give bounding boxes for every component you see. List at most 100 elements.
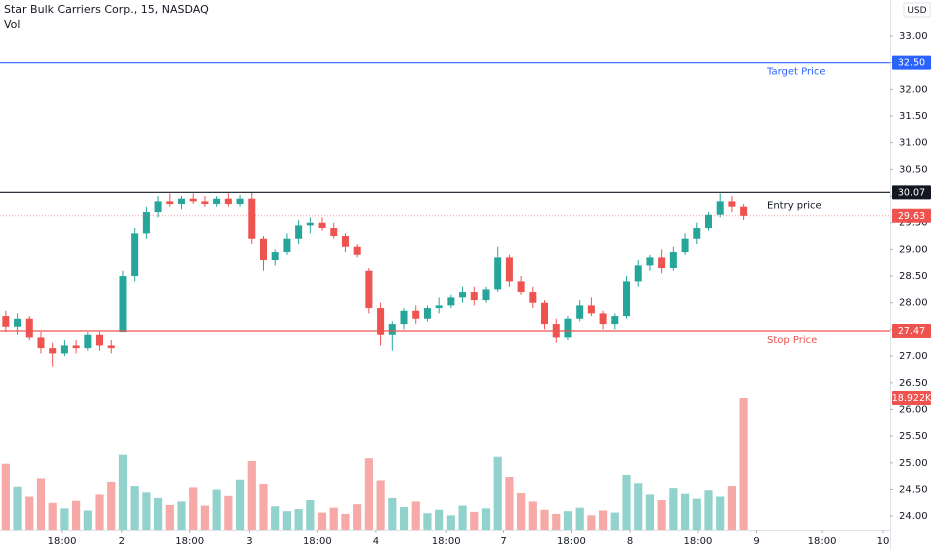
candle-body xyxy=(96,334,104,346)
candle-body xyxy=(400,310,408,325)
volume-bar xyxy=(680,493,690,530)
volume-bar xyxy=(165,504,174,530)
candle-body xyxy=(482,289,490,301)
volume-bar xyxy=(598,510,608,530)
candle-body xyxy=(353,246,361,255)
candle-body xyxy=(236,198,244,205)
volume-bar xyxy=(271,506,280,530)
volume-bar xyxy=(657,500,666,530)
volume-bar xyxy=(189,487,198,530)
candle-body xyxy=(728,201,736,207)
candle-body xyxy=(25,318,33,338)
volume-bar xyxy=(95,494,104,530)
candle-body xyxy=(283,238,291,253)
volume-bar xyxy=(505,476,514,530)
volume-bar xyxy=(528,501,537,530)
volume-bar xyxy=(36,478,46,530)
candle-body xyxy=(259,238,267,261)
volume-title: Vol xyxy=(4,18,20,31)
y-tick-label: 26.00 xyxy=(899,404,928,415)
candle-body xyxy=(49,348,57,354)
candle-body xyxy=(107,345,115,349)
volume-bar xyxy=(130,486,139,530)
volume-bar xyxy=(306,500,315,530)
volume-bar xyxy=(423,513,432,530)
candle-body xyxy=(119,276,127,333)
volume-bar xyxy=(716,496,725,530)
candle-body xyxy=(60,345,68,354)
volume-bar xyxy=(470,511,479,530)
candle-body xyxy=(154,201,162,213)
volume-bar xyxy=(610,512,619,530)
candle-body xyxy=(365,270,373,309)
volume-bar xyxy=(142,492,151,530)
candle-body xyxy=(318,222,326,229)
candle-body xyxy=(295,225,303,239)
candle-body xyxy=(704,214,712,229)
candle-body xyxy=(423,308,431,319)
candle-body xyxy=(693,228,701,239)
volume-bar xyxy=(399,506,409,530)
x-tick-label: 18:00 xyxy=(557,536,586,547)
volume-bar xyxy=(552,513,561,530)
candle-body xyxy=(37,337,45,349)
candle-body xyxy=(306,222,314,226)
candle-body xyxy=(681,238,689,253)
level-name: Entry price xyxy=(767,200,822,211)
level-badge xyxy=(892,324,931,339)
candle-body xyxy=(564,318,572,338)
y-tick-label: 26.50 xyxy=(899,378,928,389)
x-tick-label: 18:00 xyxy=(432,536,461,547)
volume-bar xyxy=(727,486,737,530)
x-tick-label: 7 xyxy=(500,536,506,547)
x-tick-label: 18:00 xyxy=(175,536,204,547)
candle-body xyxy=(447,297,455,306)
y-tick-label: 29.00 xyxy=(899,244,928,255)
level-name: Stop Price xyxy=(767,335,817,346)
volume-bar xyxy=(247,460,256,530)
y-tick-label: 33.00 xyxy=(899,31,928,42)
volume-bar xyxy=(376,480,385,530)
volume-bar xyxy=(329,507,338,530)
volume-bar xyxy=(540,509,549,530)
y-tick-label: 30.50 xyxy=(899,164,928,175)
volume-bar xyxy=(446,515,455,530)
volume-bar xyxy=(435,509,444,530)
candle-body xyxy=(224,198,232,205)
volume-bar xyxy=(212,489,221,530)
currency: USD xyxy=(907,6,926,16)
volume-bar xyxy=(587,515,596,530)
chart-title: Star Bulk Carriers Corp., 15, NASDAQ xyxy=(4,3,209,16)
y-tick-label: 28.50 xyxy=(899,271,928,282)
volume-bar xyxy=(13,486,22,530)
level-badge-label: 27.47 xyxy=(898,326,925,337)
volume-bar xyxy=(107,481,116,530)
volume-bar xyxy=(72,500,81,530)
candle-body xyxy=(541,302,549,325)
candle-body xyxy=(166,201,174,205)
volume-bar xyxy=(364,458,373,530)
candle-body xyxy=(248,198,256,239)
level-badge-label: 30.07 xyxy=(898,187,925,198)
volume-bar xyxy=(622,474,631,530)
candle-body xyxy=(459,292,467,298)
candle-body xyxy=(84,334,92,349)
candle-body xyxy=(388,324,396,335)
level-name: Target Price xyxy=(766,67,826,78)
volume-bar xyxy=(177,501,186,530)
volume-bar xyxy=(493,456,502,530)
x-tick-label: 10 xyxy=(877,536,890,547)
volume-bar xyxy=(341,513,350,530)
candle-body xyxy=(470,292,478,301)
candle-body xyxy=(587,305,595,314)
candle-body xyxy=(178,198,186,205)
y-tick-label: 28.00 xyxy=(899,298,928,309)
volume-bar xyxy=(200,505,210,530)
volume-bar xyxy=(282,511,292,530)
candle-body xyxy=(271,252,279,261)
volume-bar xyxy=(704,490,713,530)
candle-body xyxy=(623,281,631,317)
last-volume-badge xyxy=(892,391,931,406)
candle-body xyxy=(611,316,619,325)
y-tick-label: 25.50 xyxy=(899,431,928,442)
